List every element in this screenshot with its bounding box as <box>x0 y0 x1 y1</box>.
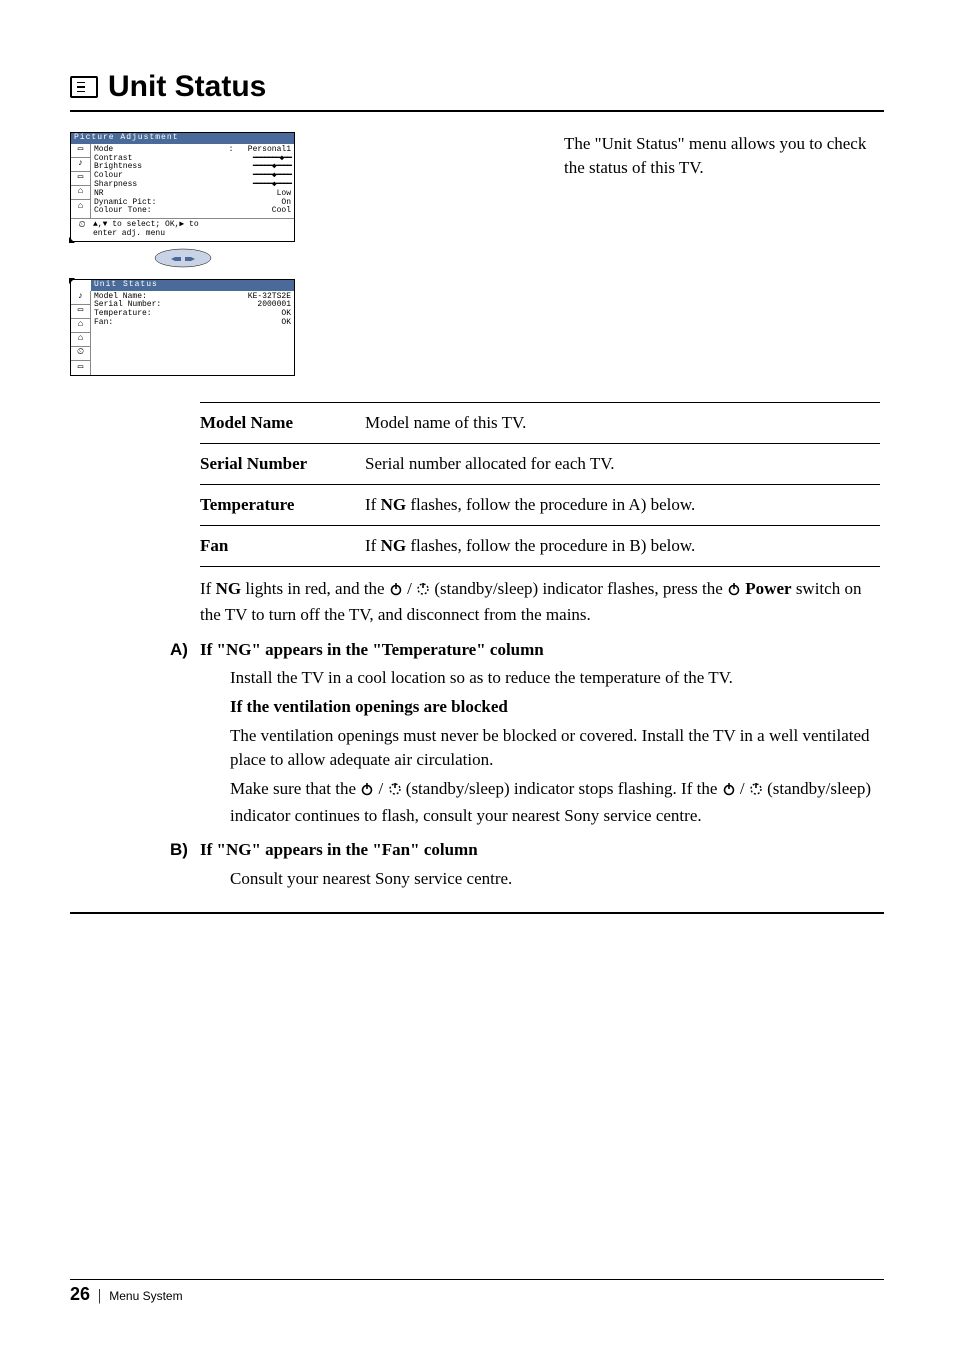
section-name: Menu System <box>109 1289 182 1303</box>
text-bold: Power <box>745 579 791 598</box>
osd-label: Colour Tone: <box>94 207 152 216</box>
table-row: Model Name Model name of this TV. <box>200 402 880 443</box>
osd-footer: ⏲ ▲,▼ to select; OK,▶ to enter adj. menu <box>71 218 294 241</box>
osd-picture-adjustment: Picture Adjustment ▭ ♪ ▭ ⌂ ⌂ Mode: Perso… <box>70 132 295 242</box>
osd-icon: ⌂ <box>71 200 90 214</box>
list-letter: A) <box>170 638 188 663</box>
sleep-icon <box>416 579 430 604</box>
power-icon <box>389 579 403 604</box>
osd-icon: ⌂ <box>71 333 90 347</box>
paragraph: Make sure that the / (standby/sleep) ind… <box>230 777 880 828</box>
osd-icon: ⌂ <box>71 319 90 333</box>
osd-icon: ▭ <box>71 172 90 186</box>
sleep-icon <box>749 779 763 804</box>
top-area: Picture Adjustment ▭ ♪ ▭ ⌂ ⌂ Mode: Perso… <box>70 132 884 376</box>
osd-icon: ▭ <box>71 144 90 158</box>
osd-value: OK <box>281 319 291 328</box>
osd-icon: ⏲ <box>71 347 90 361</box>
osd-picture-adjustment-wrap: Picture Adjustment ▭ ♪ ▭ ⌂ ⌂ Mode: Perso… <box>70 132 295 242</box>
table-row: Fan If NG flashes, follow the procedure … <box>200 525 880 566</box>
corner-mark-icon <box>69 278 75 284</box>
sub-heading: If the ventilation openings are blocked <box>230 697 508 716</box>
osd-icon: ♪ <box>71 291 90 305</box>
def-desc: If NG flashes, follow the procedure in B… <box>365 525 880 566</box>
power-icon <box>722 779 736 804</box>
def-desc: If NG flashes, follow the procedure in A… <box>365 484 880 525</box>
osd-header: Unit Status <box>91 280 294 291</box>
sub-heading: If "NG" appears in the "Temperature" col… <box>200 640 544 659</box>
def-term: Serial Number <box>200 443 365 484</box>
text-bold: NG <box>381 495 407 514</box>
paragraph: If NG lights in red, and the / (standby/… <box>200 577 880 628</box>
text: Make sure that the <box>230 779 360 798</box>
def-term: Temperature <box>200 484 365 525</box>
text: flashes, follow the procedure in A) belo… <box>406 495 695 514</box>
osd-icon: ⏲ <box>74 221 90 231</box>
item-b: B) If "NG" appears in the "Fan" column C… <box>200 838 880 891</box>
osd-icon: ▭ <box>71 305 90 319</box>
def-term: Model Name <box>200 402 365 443</box>
power-icon <box>360 779 374 804</box>
osd-icon: ⌂ <box>71 186 90 200</box>
osd-icon-column: ♪ ▭ ⌂ ⌂ ⏲ ▭ <box>71 291 91 375</box>
def-term: Fan <box>200 525 365 566</box>
page-number: 26 <box>70 1284 90 1305</box>
intro-text: The "Unit Status" menu allows you to che… <box>564 132 884 180</box>
sleep-icon <box>388 779 402 804</box>
osd-unit-status-wrap: Unit Status ♪ ▭ ⌂ ⌂ ⏲ ▭ Model Name:KE-32… <box>70 279 295 376</box>
prose-block: If NG lights in red, and the / (standby/… <box>200 577 880 892</box>
page-title: Unit Status <box>108 70 266 104</box>
corner-mark-icon <box>69 237 75 243</box>
power-icon <box>727 579 741 604</box>
separator: | <box>98 1287 101 1305</box>
definition-table: Model Name Model name of this TV. Serial… <box>200 402 880 567</box>
text: flashes, follow the procedure in B) belo… <box>406 536 695 555</box>
osd-label: Fan: <box>94 319 113 328</box>
paragraph: Consult your nearest Sony service centre… <box>230 867 880 892</box>
osd-stack: Picture Adjustment ▭ ♪ ▭ ⌂ ⌂ Mode: Perso… <box>70 132 295 376</box>
text: lights in red, and the <box>241 579 389 598</box>
text-bold: NG <box>381 536 407 555</box>
text: If <box>365 536 381 555</box>
nav-arrow-icon <box>153 248 213 268</box>
table-row: Temperature If NG flashes, follow the pr… <box>200 484 880 525</box>
page-footer: 26 | Menu System <box>70 1279 884 1305</box>
table-row: Serial Number Serial number allocated fo… <box>200 443 880 484</box>
list-icon <box>70 76 98 98</box>
osd-value: Cool <box>272 207 291 216</box>
def-desc: Model name of this TV. <box>365 402 880 443</box>
osd-main-column: Model Name:KE-32TS2E Serial Number:20000… <box>91 291 294 375</box>
paragraph: Install the TV in a cool location so as … <box>230 666 880 691</box>
def-desc: Serial number allocated for each TV. <box>365 443 880 484</box>
osd-icon: ▭ <box>71 361 90 375</box>
text: (standby/sleep) indicator flashes, press… <box>430 579 727 598</box>
text: If <box>365 495 381 514</box>
item-a: A) If "NG" appears in the "Temperature" … <box>200 638 880 828</box>
text: (standby/sleep) indicator stops flashing… <box>402 779 722 798</box>
paragraph: The ventilation openings must never be b… <box>230 724 880 773</box>
arrow-between <box>70 248 295 273</box>
text-bold: NG <box>216 579 242 598</box>
osd-header: Picture Adjustment <box>71 133 294 144</box>
page-title-row: Unit Status <box>70 70 884 112</box>
osd-main-column: Mode: Personal1 Contrast━━━━━━━◆━━ Brigh… <box>91 144 294 218</box>
osd-icon: ♪ <box>71 158 90 172</box>
osd-icon-column: ▭ ♪ ▭ ⌂ ⌂ <box>71 144 91 218</box>
sub-heading: If "NG" appears in the "Fan" column <box>200 840 478 859</box>
osd-hint: ▲,▼ to select; OK,▶ to enter adj. menu <box>93 221 199 239</box>
text: If <box>200 579 216 598</box>
list-letter: B) <box>170 838 188 863</box>
osd-unit-status: Unit Status ♪ ▭ ⌂ ⌂ ⏲ ▭ Model Name:KE-32… <box>70 279 295 376</box>
